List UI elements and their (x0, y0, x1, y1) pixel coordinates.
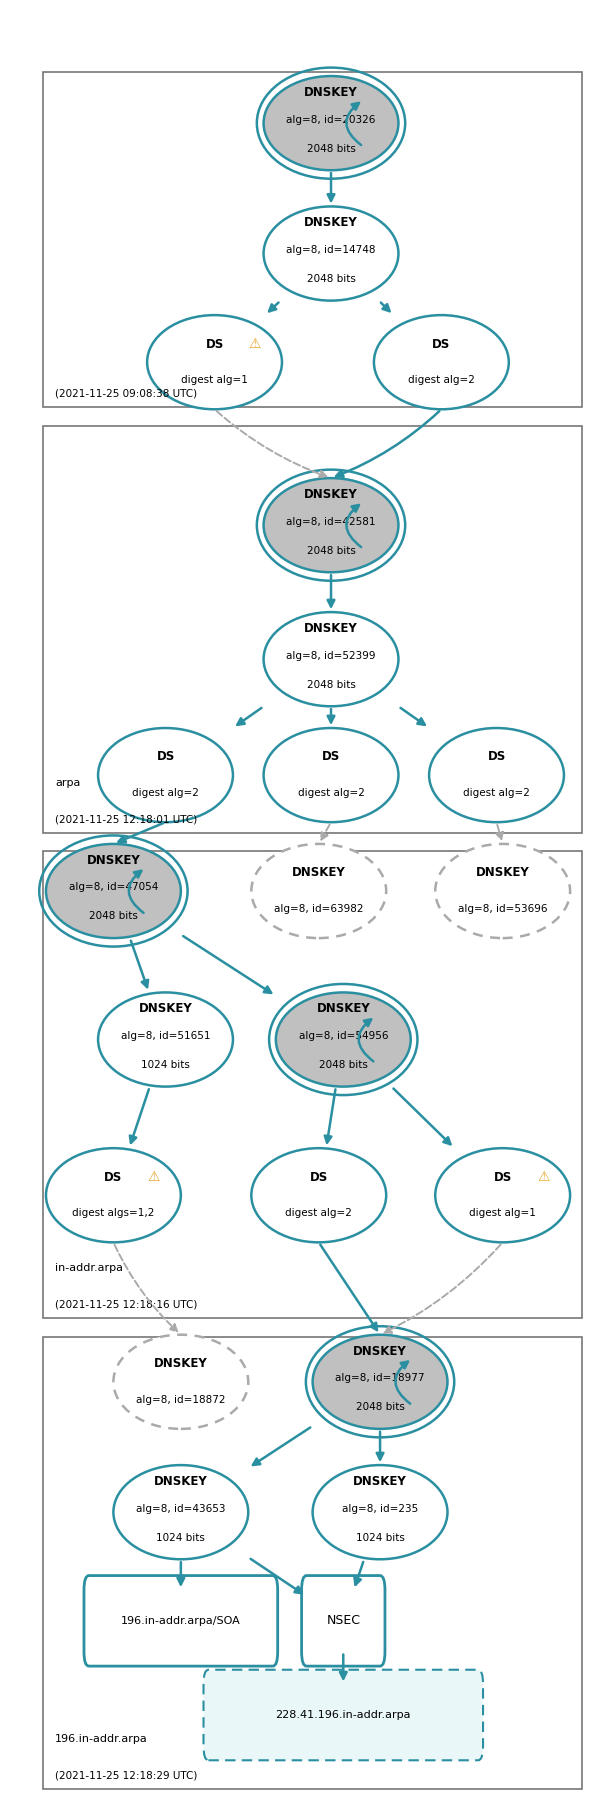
Ellipse shape (46, 1148, 181, 1242)
Text: DNSKEY: DNSKEY (476, 866, 530, 880)
Text: alg=8, id=52399: alg=8, id=52399 (286, 650, 376, 661)
FancyBboxPatch shape (302, 1576, 385, 1666)
Text: digest alg=2: digest alg=2 (463, 788, 530, 799)
Ellipse shape (113, 1465, 248, 1559)
Text: DS: DS (487, 750, 506, 764)
Text: DNSKEY: DNSKEY (304, 621, 358, 636)
Ellipse shape (264, 478, 398, 572)
FancyBboxPatch shape (43, 426, 582, 833)
Ellipse shape (251, 844, 386, 938)
Ellipse shape (98, 992, 233, 1087)
Text: DS: DS (104, 1170, 123, 1184)
Text: 2048 bits: 2048 bits (319, 1059, 368, 1070)
Text: DNSKEY: DNSKEY (304, 487, 358, 502)
Text: 196.in-addr.arpa/SOA: 196.in-addr.arpa/SOA (121, 1615, 241, 1626)
Ellipse shape (251, 1148, 386, 1242)
Text: DNSKEY: DNSKEY (304, 216, 358, 230)
Text: (2021-11-25 09:08:38 UTC): (2021-11-25 09:08:38 UTC) (55, 388, 197, 398)
Text: 2048 bits: 2048 bits (306, 273, 356, 284)
Text: alg=8, id=20326: alg=8, id=20326 (286, 114, 376, 125)
Text: in-addr.arpa: in-addr.arpa (55, 1262, 123, 1273)
Text: 2048 bits: 2048 bits (306, 679, 356, 690)
Text: digest alg=2: digest alg=2 (297, 788, 365, 799)
Ellipse shape (313, 1465, 447, 1559)
FancyBboxPatch shape (43, 1337, 582, 1789)
Text: 228.41.196.in-addr.arpa: 228.41.196.in-addr.arpa (275, 1710, 411, 1720)
Ellipse shape (276, 992, 411, 1087)
Text: (2021-11-25 12:18:16 UTC): (2021-11-25 12:18:16 UTC) (55, 1298, 197, 1309)
Text: alg=8, id=47054: alg=8, id=47054 (69, 882, 158, 893)
Text: alg=8, id=18872: alg=8, id=18872 (136, 1394, 226, 1405)
Ellipse shape (113, 1335, 248, 1429)
Text: (2021-11-25 12:18:01 UTC): (2021-11-25 12:18:01 UTC) (55, 813, 197, 824)
Ellipse shape (98, 728, 233, 822)
Text: digest algs=1,2: digest algs=1,2 (72, 1208, 154, 1219)
Text: DS: DS (493, 1170, 512, 1184)
FancyBboxPatch shape (43, 72, 582, 407)
Text: alg=8, id=51651: alg=8, id=51651 (121, 1030, 210, 1041)
Ellipse shape (313, 1335, 447, 1429)
Text: digest alg=2: digest alg=2 (285, 1208, 352, 1219)
Text: 1024 bits: 1024 bits (141, 1059, 190, 1070)
Text: DNSKEY: DNSKEY (353, 1474, 407, 1489)
Text: (2021-11-25 12:18:29 UTC): (2021-11-25 12:18:29 UTC) (55, 1769, 197, 1780)
Ellipse shape (264, 612, 398, 706)
Text: DNSKEY: DNSKEY (86, 853, 140, 867)
Text: 2048 bits: 2048 bits (306, 545, 356, 556)
Text: DS: DS (205, 337, 224, 351)
FancyBboxPatch shape (84, 1576, 278, 1666)
Ellipse shape (147, 315, 282, 409)
Text: alg=8, id=53696: alg=8, id=53696 (458, 904, 547, 915)
Text: alg=8, id=43653: alg=8, id=43653 (136, 1503, 226, 1514)
FancyBboxPatch shape (43, 851, 582, 1318)
Text: DS: DS (432, 337, 451, 351)
Text: 1024 bits: 1024 bits (356, 1532, 405, 1543)
Text: alg=8, id=18977: alg=8, id=18977 (335, 1373, 425, 1384)
Text: alg=8, id=14748: alg=8, id=14748 (286, 244, 376, 255)
Text: DNSKEY: DNSKEY (316, 1001, 370, 1016)
Text: digest alg=2: digest alg=2 (132, 788, 199, 799)
Text: 196.in-addr.arpa: 196.in-addr.arpa (55, 1733, 148, 1744)
FancyBboxPatch shape (204, 1670, 483, 1760)
Text: digest alg=1: digest alg=1 (469, 1208, 536, 1219)
Text: digest alg=1: digest alg=1 (181, 375, 248, 386)
Text: 2048 bits: 2048 bits (89, 911, 138, 922)
Text: arpa: arpa (55, 777, 80, 788)
Text: DNSKEY: DNSKEY (139, 1001, 192, 1016)
Text: ⚠: ⚠ (249, 337, 261, 351)
Ellipse shape (264, 76, 398, 170)
Text: alg=8, id=63982: alg=8, id=63982 (274, 904, 364, 915)
Text: 1024 bits: 1024 bits (156, 1532, 205, 1543)
Text: DNSKEY: DNSKEY (154, 1474, 208, 1489)
Text: 2048 bits: 2048 bits (356, 1402, 405, 1413)
Text: digest alg=2: digest alg=2 (408, 375, 475, 386)
Text: DS: DS (156, 750, 175, 764)
Ellipse shape (264, 206, 398, 301)
Text: DNSKEY: DNSKEY (353, 1344, 407, 1358)
Ellipse shape (429, 728, 564, 822)
Text: DNSKEY: DNSKEY (292, 866, 346, 880)
Text: DNSKEY: DNSKEY (304, 85, 358, 100)
Text: DNSKEY: DNSKEY (154, 1356, 208, 1371)
Text: 2048 bits: 2048 bits (306, 143, 356, 154)
Text: alg=8, id=42581: alg=8, id=42581 (286, 516, 376, 527)
Ellipse shape (435, 844, 570, 938)
Ellipse shape (46, 844, 181, 938)
Text: DS: DS (310, 1170, 328, 1184)
Text: alg=8, id=54956: alg=8, id=54956 (299, 1030, 388, 1041)
Ellipse shape (264, 728, 398, 822)
Text: ⚠: ⚠ (537, 1170, 549, 1184)
Text: NSEC: NSEC (326, 1614, 360, 1628)
Ellipse shape (435, 1148, 570, 1242)
Text: ⚠: ⚠ (148, 1170, 160, 1184)
Text: alg=8, id=235: alg=8, id=235 (342, 1503, 418, 1514)
Text: DS: DS (322, 750, 340, 764)
Ellipse shape (374, 315, 509, 409)
